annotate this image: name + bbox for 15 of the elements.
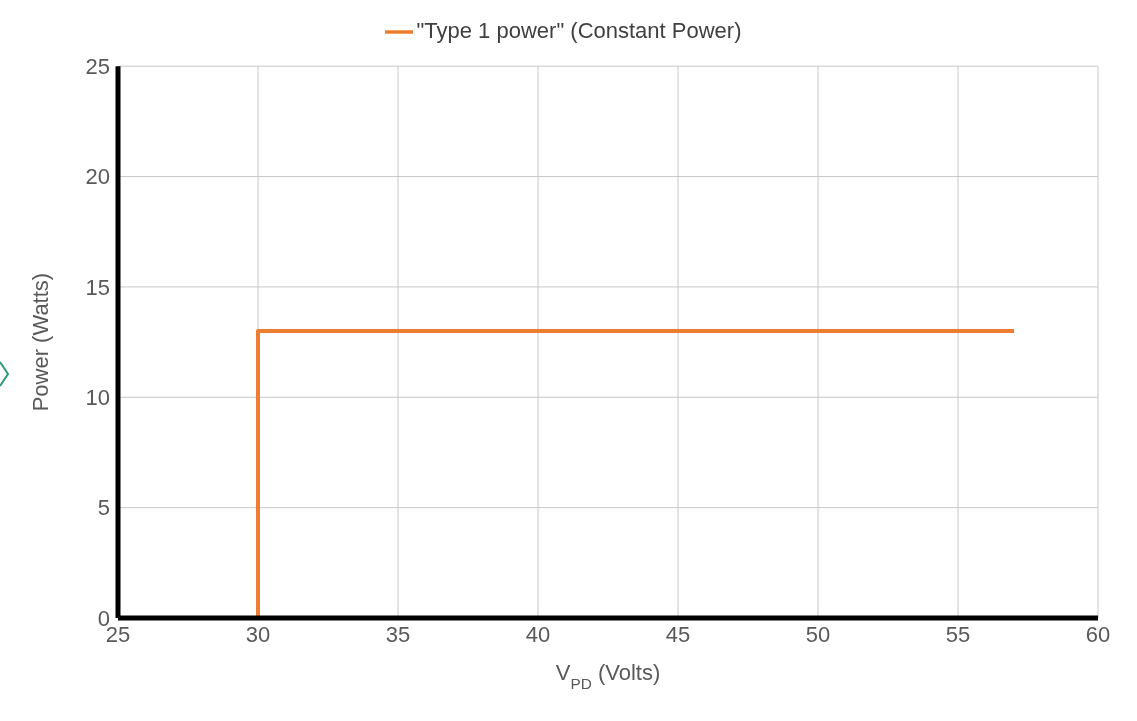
y-tick-label: 20 <box>85 164 110 190</box>
x-tick-label: 60 <box>1085 621 1111 647</box>
x-tick-label: 45 <box>665 621 691 647</box>
y-tick-label: 15 <box>85 274 110 300</box>
x-tick-label: 40 <box>525 621 551 647</box>
legend-label: "Type 1 power" (Constant Power) <box>416 18 742 43</box>
y-tick-label: 25 <box>85 54 110 79</box>
x-tick-label: 50 <box>805 621 831 647</box>
x-axis-title: V$_{PD}$ (Volts) <box>555 660 661 692</box>
y-axis-title: Power (Watts) <box>28 272 53 412</box>
y-tick-label: 10 <box>85 385 110 411</box>
x-tick-label: 30 <box>245 621 271 647</box>
x-tick-label: 35 <box>385 621 411 647</box>
x-tick-label: 55 <box>945 621 971 647</box>
y-tick-label: 5 <box>97 495 110 521</box>
